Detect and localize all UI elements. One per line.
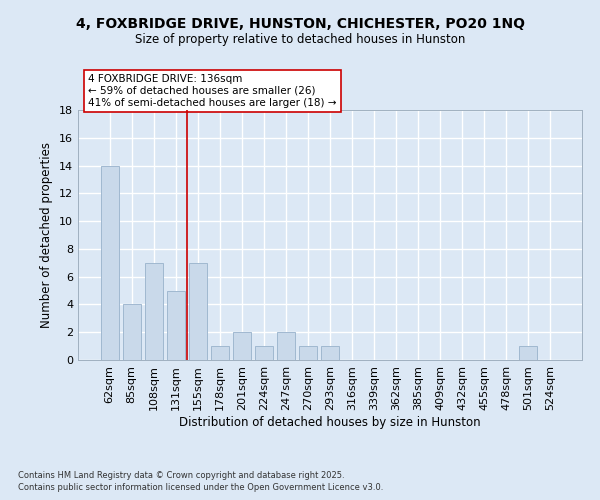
X-axis label: Distribution of detached houses by size in Hunston: Distribution of detached houses by size … <box>179 416 481 428</box>
Bar <box>233 332 251 360</box>
Text: 4 FOXBRIDGE DRIVE: 136sqm
← 59% of detached houses are smaller (26)
41% of semi-: 4 FOXBRIDGE DRIVE: 136sqm ← 59% of detac… <box>88 74 337 108</box>
Text: Contains HM Land Registry data © Crown copyright and database right 2025.: Contains HM Land Registry data © Crown c… <box>18 471 344 480</box>
Bar <box>299 346 317 360</box>
Bar <box>277 332 295 360</box>
Bar <box>520 346 537 360</box>
Bar <box>255 346 273 360</box>
Text: 4, FOXBRIDGE DRIVE, HUNSTON, CHICHESTER, PO20 1NQ: 4, FOXBRIDGE DRIVE, HUNSTON, CHICHESTER,… <box>76 18 524 32</box>
Bar <box>145 263 163 360</box>
Bar <box>189 263 206 360</box>
Bar <box>123 304 140 360</box>
Text: Size of property relative to detached houses in Hunston: Size of property relative to detached ho… <box>135 32 465 46</box>
Bar <box>321 346 339 360</box>
Text: Contains public sector information licensed under the Open Government Licence v3: Contains public sector information licen… <box>18 484 383 492</box>
Bar <box>211 346 229 360</box>
Bar <box>167 290 185 360</box>
Y-axis label: Number of detached properties: Number of detached properties <box>40 142 53 328</box>
Bar <box>101 166 119 360</box>
